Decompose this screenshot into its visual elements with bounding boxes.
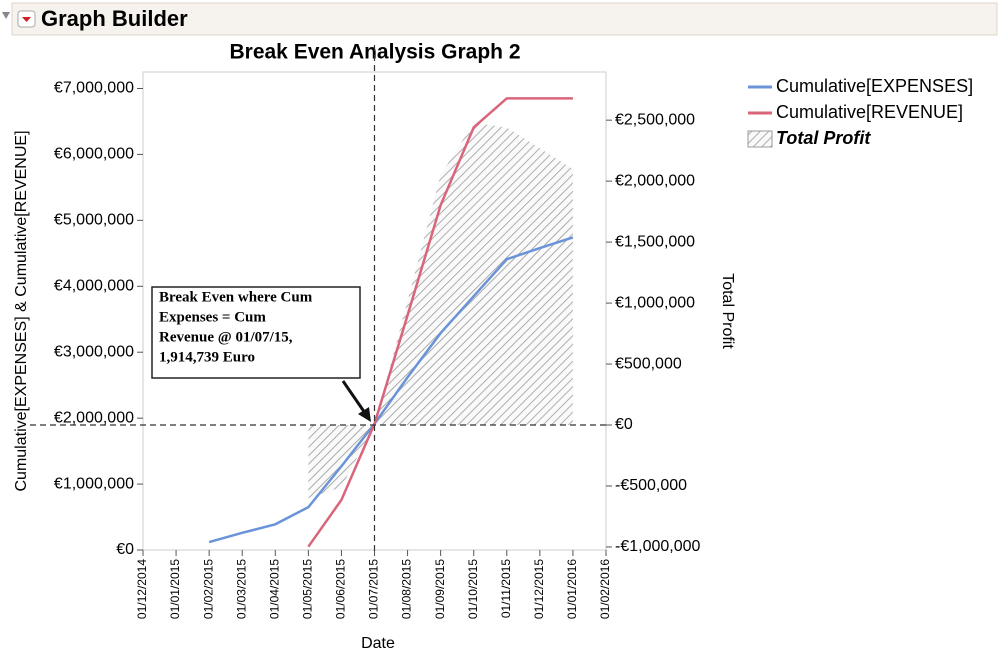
annotation-text: 1,914,739 Euro — [159, 349, 255, 365]
y-tick-label: €3,000,000 — [54, 343, 134, 360]
annotation-arrowhead — [358, 407, 371, 422]
y2-axis-label: Total Profit — [719, 273, 736, 349]
y-tick-label: €4,000,000 — [54, 277, 134, 294]
x-tick-label: 01/08/2015 — [400, 559, 414, 619]
y-tick-label: €0 — [116, 541, 134, 558]
profit-area — [308, 122, 573, 499]
x-axis-label: Date — [361, 635, 395, 652]
x-tick-label: 01/06/2015 — [334, 559, 348, 619]
y2-tick-label: €0 — [615, 416, 633, 433]
y-tick-label: €2,000,000 — [54, 409, 134, 426]
y-tick-label: €7,000,000 — [54, 80, 134, 97]
y-tick-label: €5,000,000 — [54, 212, 134, 229]
annotation-text: Revenue @ 01/07/15, — [159, 329, 293, 345]
x-tick-label: 01/02/2015 — [201, 559, 215, 619]
annotation-text: Break Even where Cum — [159, 289, 313, 305]
y2-tick-label: -€500,000 — [615, 477, 687, 494]
y-tick-label: €6,000,000 — [54, 146, 134, 163]
legend-label: Cumulative[REVENUE] — [776, 102, 963, 122]
chart-title: Break Even Analysis Graph 2 — [229, 41, 520, 64]
y-tick-label: €1,000,000 — [54, 475, 134, 492]
legend-label: Total Profit — [776, 128, 871, 148]
x-tick-label: 01/10/2015 — [466, 559, 480, 619]
x-tick-label: 01/03/2015 — [234, 559, 248, 619]
y2-tick-label: €2,000,000 — [615, 172, 695, 189]
x-tick-label: 01/12/2015 — [532, 559, 546, 619]
menu-icon — [22, 17, 31, 22]
legend-label: Cumulative[EXPENSES] — [776, 76, 973, 96]
disclosure-icon[interactable] — [2, 12, 10, 19]
x-tick-label: 01/07/2015 — [367, 559, 381, 619]
series-line — [307, 97, 573, 548]
y2-tick-label: €2,500,000 — [615, 111, 695, 128]
annotation-text: Expenses = Cum — [159, 309, 266, 325]
y2-tick-label: €1,500,000 — [615, 233, 695, 250]
x-tick-label: 01/04/2015 — [267, 559, 281, 619]
annotation-box — [151, 286, 361, 379]
x-tick-label: 01/01/2015 — [168, 559, 182, 619]
y2-tick-label: -€1,000,000 — [615, 538, 701, 555]
x-tick-label: 01/01/2016 — [565, 559, 579, 619]
x-tick-label: 01/09/2015 — [433, 559, 447, 619]
legend-swatch — [747, 130, 773, 148]
x-tick-label: 01/12/2014 — [135, 559, 149, 619]
series-line — [208, 236, 574, 544]
x-tick-label: 01/02/2016 — [598, 559, 612, 619]
y2-tick-label: €1,000,000 — [615, 294, 695, 311]
header-bar — [11, 2, 998, 36]
annotation-arrow — [341, 380, 367, 414]
y-axis-label: Cumulative[EXPENSES] & Cumulative[REVENU… — [13, 130, 30, 491]
y2-tick-label: €500,000 — [615, 355, 682, 372]
header-title: Graph Builder — [41, 6, 188, 31]
x-tick-label: 01/05/2015 — [301, 559, 315, 619]
x-tick-label: 01/11/2015 — [499, 559, 513, 618]
